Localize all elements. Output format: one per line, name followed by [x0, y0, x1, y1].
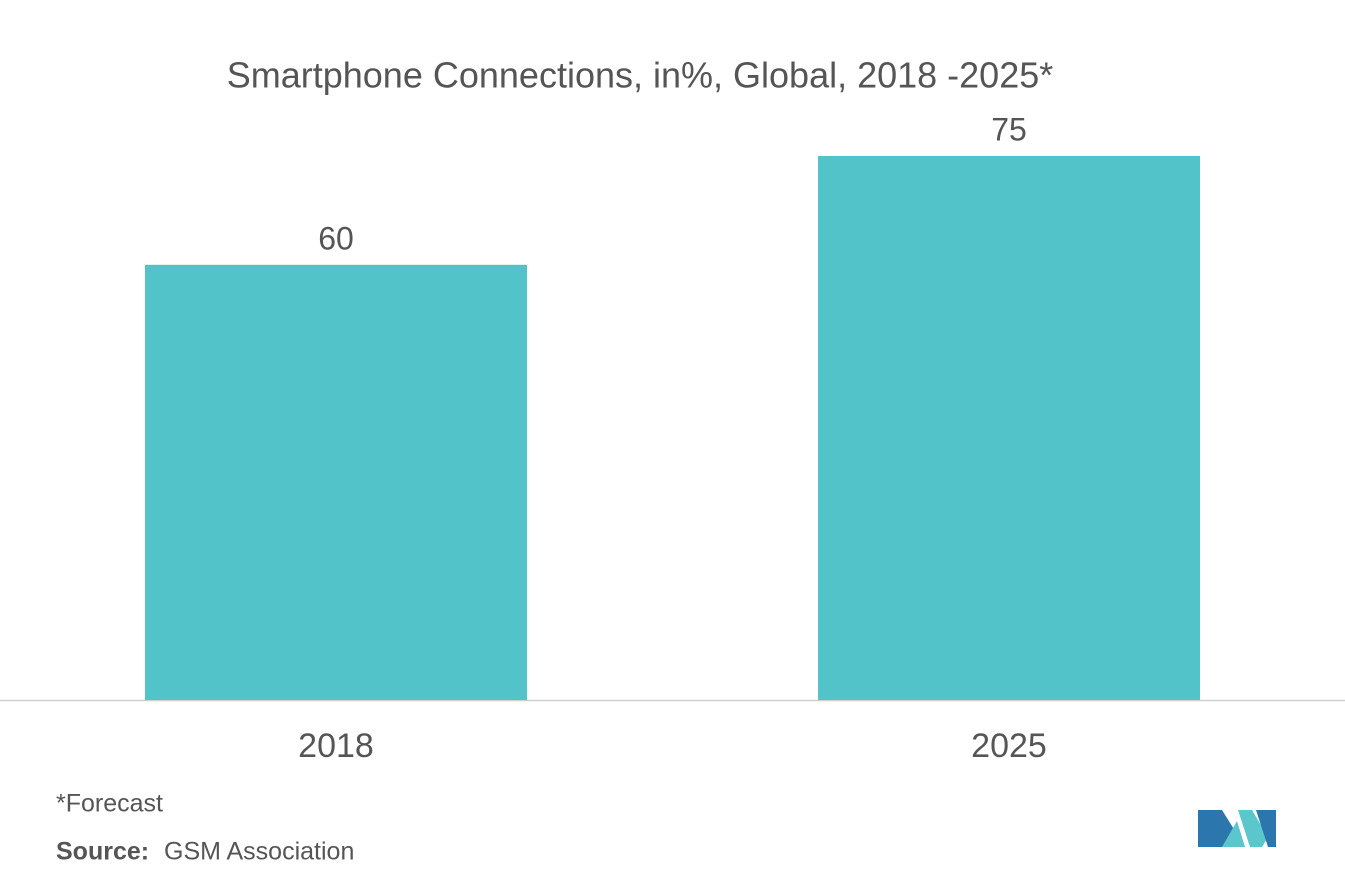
chart-title: Smartphone Connections, in%, Global, 201… [227, 55, 1054, 96]
source-label: Source: [56, 838, 149, 866]
logo [1198, 810, 1276, 847]
value-label: 60 [318, 220, 354, 256]
bar [145, 264, 527, 700]
value-label: 75 [991, 111, 1027, 147]
bar [818, 156, 1200, 700]
footnote: *Forecast [56, 790, 163, 818]
source: GSM Association [164, 838, 354, 866]
x-tick-label: 2025 [971, 727, 1047, 765]
x-tick-label: 2018 [298, 727, 374, 765]
